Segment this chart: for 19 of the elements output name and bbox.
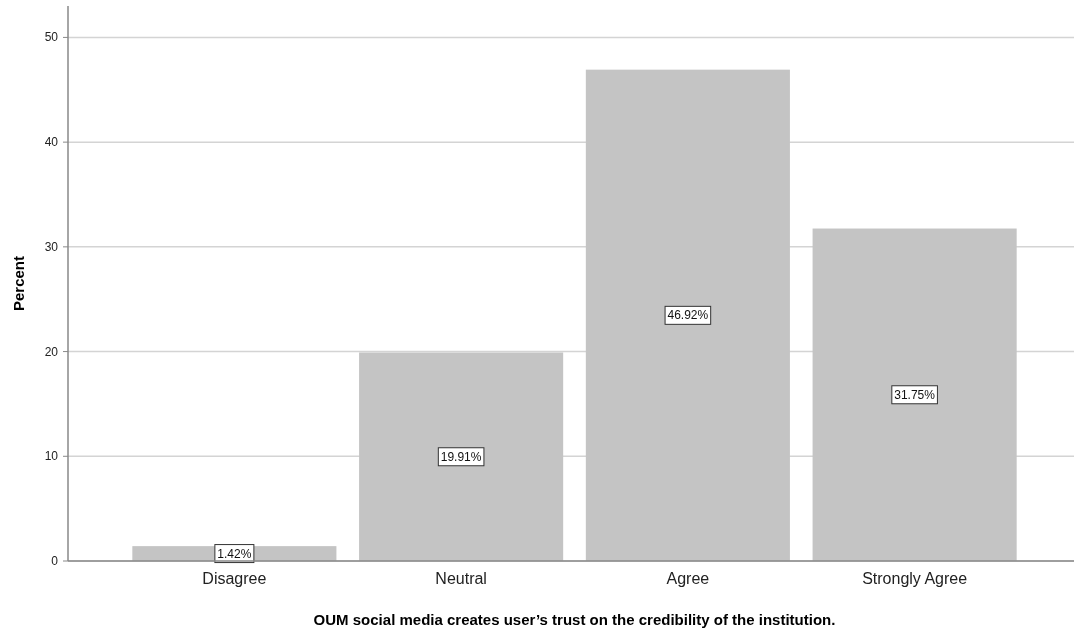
y-tick-label: 40 [44,135,59,150]
data-label: 1.42% [217,546,252,561]
y-tick-label: 10 [44,449,59,464]
data-label: 46.92% [667,308,709,323]
y-tick-label: 0 [51,554,59,568]
y-tick-label: 30 [44,239,59,254]
bar [585,69,790,561]
x-axis-title: OUM social media creates user’s trust on the credibility of the institution. [313,611,836,628]
data-label: 19.91% [440,449,482,464]
y-tick-label: 50 [44,30,59,45]
y-tick-label: 20 [44,344,59,359]
bar [359,352,564,561]
x-tick-label: Agree [666,570,710,587]
x-tick-label: Neutral [435,570,487,587]
data-label: 31.75% [894,387,936,402]
bar [812,228,1017,561]
y-axis-title: Percent [10,255,27,312]
x-tick-label: Disagree [202,570,267,587]
x-tick-label: Strongly Agree [862,570,968,587]
